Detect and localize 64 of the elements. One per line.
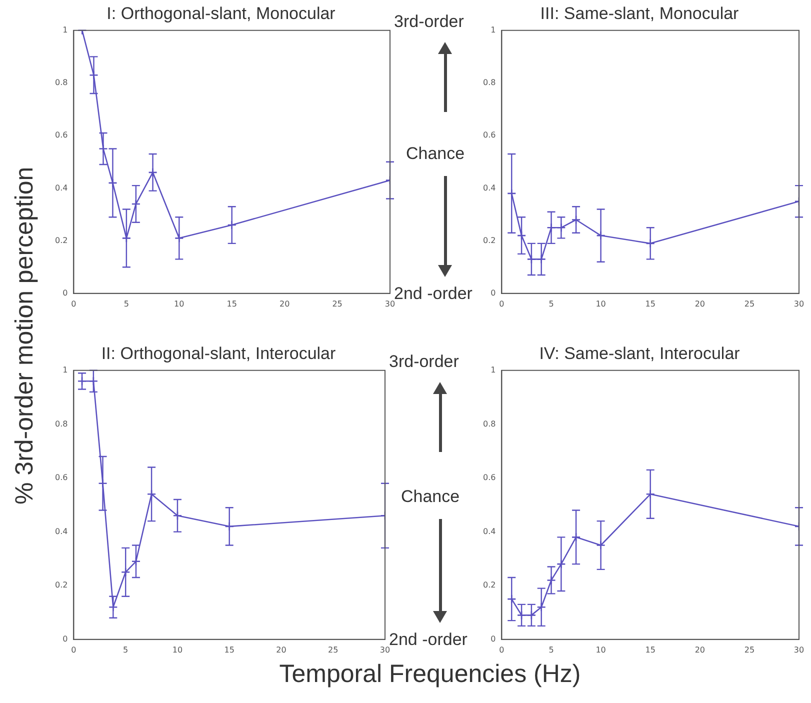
y-axis-title: % 3rd-order motion perception: [10, 166, 40, 504]
x-tick-label: 15: [645, 299, 656, 308]
y-tick-label: 0: [62, 288, 68, 298]
x-tick-label: 25: [328, 645, 338, 654]
text: Chance: [406, 144, 465, 164]
x-tick-label: 30: [794, 299, 804, 308]
y-tick-label: 1: [62, 25, 68, 34]
y-tick-label: 0.6: [482, 130, 496, 140]
y-tick-label: 0.6: [54, 473, 68, 482]
x-tick-label: 20: [694, 645, 705, 654]
y-tick-label: 0.4: [482, 526, 496, 536]
text: 3rd-order: [394, 12, 464, 32]
y-tick-label: 0.6: [54, 130, 68, 140]
chart-title: I: Orthogonal-slant, Monocular: [106, 4, 336, 23]
text: Chance: [401, 487, 460, 507]
y-tick-label: 0: [490, 634, 496, 644]
x-axis-title: Temporal Frequencies (Hz): [278, 660, 582, 689]
y-tick-label: 0.4: [54, 183, 68, 192]
x-tick-label: 30: [794, 645, 804, 654]
x-tick-label: 5: [548, 299, 554, 308]
chart-title: II: Orthogonal-slant, Interocular: [101, 344, 336, 363]
x-tick-label: 15: [645, 645, 656, 654]
x-tick-label: 30: [384, 299, 396, 308]
x-tick-label: 20: [694, 299, 705, 308]
y-tick-label: 0: [490, 288, 496, 298]
x-tick-label: 5: [124, 299, 129, 308]
x-tick-label: 0: [499, 299, 504, 308]
y-tick-label: 0: [62, 634, 68, 644]
x-tick-label: 0: [71, 645, 76, 654]
y-tick-label: 0.2: [54, 236, 68, 245]
y-tick-label: 0.8: [54, 419, 68, 428]
x-tick-label: 20: [276, 645, 286, 654]
x-tick-label: 10: [596, 299, 606, 308]
x-tick-label: 30: [380, 645, 390, 654]
text: 2nd -order: [389, 630, 468, 649]
x-tick-label: 10: [596, 645, 606, 654]
y-tick-label: 0.2: [54, 580, 68, 590]
text: 3rd-order: [389, 352, 459, 372]
x-tick-label: 0: [499, 645, 504, 654]
x-tick-label: 25: [332, 299, 342, 308]
y-tick-label: 1: [490, 365, 496, 374]
y-tick-label: 1: [490, 25, 496, 34]
x-tick-label: 20: [279, 299, 290, 308]
x-tick-label: 5: [548, 645, 554, 654]
y-tick-label: 0.8: [54, 78, 68, 88]
x-tick-label: 25: [744, 645, 755, 654]
x-tick-label: 0: [71, 299, 76, 308]
y-tick-label: 1: [62, 365, 68, 374]
text: 2nd -order: [394, 284, 472, 303]
y-tick-label: 0.8: [482, 419, 496, 428]
y-tick-label: 0.8: [482, 78, 496, 88]
y-tick-label: 0.4: [482, 183, 496, 192]
x-tick-label: 15: [224, 645, 234, 654]
x-tick-label: 10: [174, 299, 184, 308]
y-tick-label: 0.6: [482, 473, 496, 482]
y-tick-label: 0.2: [482, 236, 496, 245]
x-tick-label: 25: [744, 299, 755, 308]
x-tick-label: 5: [123, 645, 128, 654]
x-tick-label: 15: [226, 299, 237, 308]
chart-title: IV: Same-slant, Interocular: [539, 344, 740, 363]
x-tick-label: 10: [172, 645, 183, 654]
y-tick-label: 0.4: [54, 526, 68, 536]
y-tick-label: 0.2: [482, 580, 496, 590]
chart-title: III: Same-slant, Monocular: [540, 4, 740, 23]
